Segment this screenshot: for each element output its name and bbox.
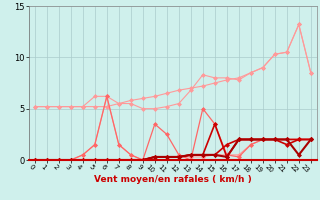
X-axis label: Vent moyen/en rafales ( km/h ): Vent moyen/en rafales ( km/h ) [94, 175, 252, 184]
